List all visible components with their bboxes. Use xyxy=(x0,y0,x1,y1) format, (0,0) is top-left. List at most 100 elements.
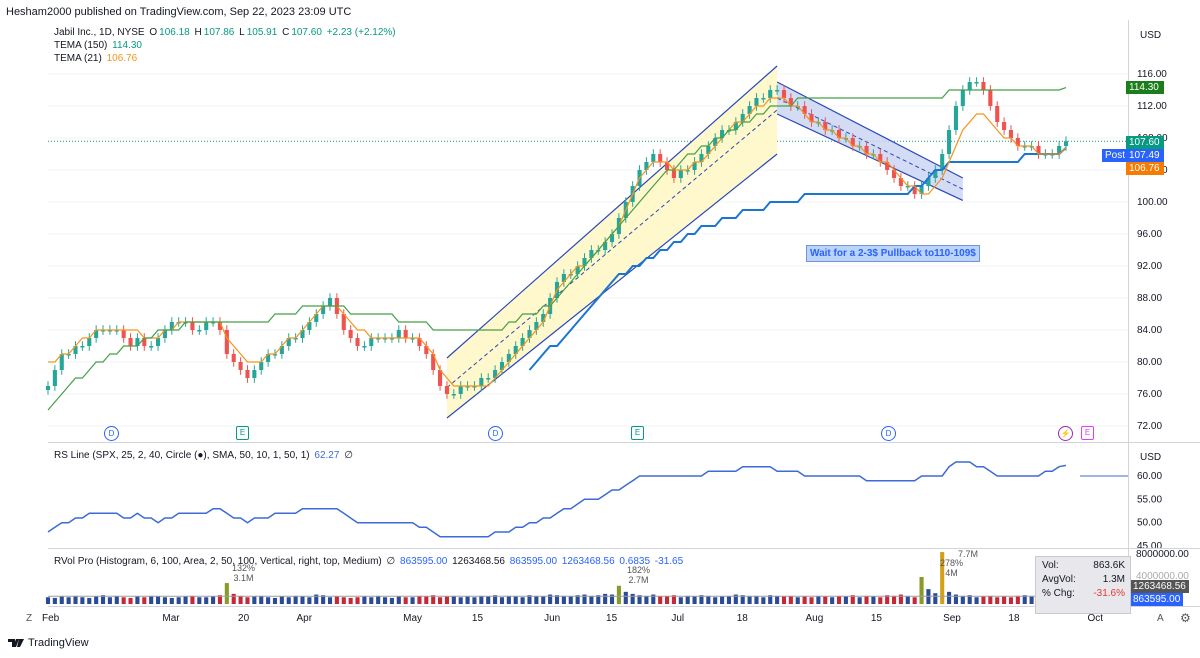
upcoming-earnings-icon[interactable]: E xyxy=(1081,426,1094,440)
candle-body xyxy=(788,98,793,106)
symbol-label: Jabil Inc., 1D, NYSE xyxy=(54,27,145,38)
falling-channel-upper xyxy=(776,81,964,179)
candle-body xyxy=(878,154,883,162)
volume-bar xyxy=(1008,597,1014,604)
candle-body xyxy=(953,106,958,130)
volume-bar xyxy=(149,595,154,604)
volume-bar xyxy=(568,596,573,604)
currency-label[interactable]: USD xyxy=(1140,30,1162,41)
settings-gear-icon[interactable]: ⚙ xyxy=(1180,611,1191,625)
candle-body xyxy=(1008,130,1014,138)
volume-bar xyxy=(740,595,745,604)
volume-bar xyxy=(334,596,339,604)
time-axis-line xyxy=(48,606,1200,607)
candle-body xyxy=(644,162,649,170)
candle-body xyxy=(692,162,697,170)
candle-body xyxy=(114,330,119,332)
volume-bar xyxy=(967,595,972,604)
candle-body xyxy=(933,170,938,178)
rising-channel-upper xyxy=(446,65,778,359)
candle-body xyxy=(720,130,725,138)
candle-body xyxy=(73,346,78,354)
volume-bar xyxy=(293,595,298,604)
avgvol-label: AvgVol: xyxy=(1042,574,1076,585)
volume-bar xyxy=(376,595,381,604)
volume-bar xyxy=(499,597,505,604)
candle-body xyxy=(685,170,690,172)
volume-bar xyxy=(272,597,278,604)
candle-body xyxy=(885,162,890,170)
tema150-legend: TEMA (150) 114.30 xyxy=(54,40,144,51)
vol-stat: 863.6K xyxy=(1093,560,1125,571)
candle-body xyxy=(348,330,353,338)
line-tema-21- xyxy=(48,97,1067,387)
earnings-event-icon[interactable]: E xyxy=(236,426,249,440)
candle-body xyxy=(396,330,401,338)
falling-channel-fill xyxy=(777,82,963,201)
volume-bar xyxy=(479,595,484,604)
candle-body xyxy=(781,90,787,98)
candle-body xyxy=(802,106,807,114)
volume-bar xyxy=(898,594,903,604)
tema21-legend: TEMA (21) 106.76 xyxy=(54,53,139,64)
rs-currency[interactable]: USD xyxy=(1140,452,1162,463)
split-event-icon[interactable]: ⚡ xyxy=(1058,426,1073,441)
volume-bar xyxy=(933,593,938,604)
candle-body xyxy=(190,322,195,330)
y-tick-label: 72.00 xyxy=(1137,421,1162,432)
x-tick-label: Mar xyxy=(162,613,180,624)
candle-body xyxy=(204,322,209,330)
tradingview-logo[interactable]: TradingView xyxy=(8,637,89,649)
candle-body xyxy=(293,338,298,340)
pullback-annotation[interactable]: Wait for a 2-3$ Pullback to110-109$ xyxy=(806,245,980,262)
tema150-value: 114.30 xyxy=(112,40,142,51)
line-green-ma xyxy=(47,87,1067,411)
candle-body xyxy=(561,274,566,282)
volume-bar xyxy=(197,597,202,604)
volume-bar xyxy=(850,595,855,604)
ohlc-open: 106.18 xyxy=(159,27,190,38)
rs-value: 62.27 xyxy=(314,450,340,461)
volume-bar xyxy=(211,596,216,604)
candle-body xyxy=(754,98,759,106)
candle-body xyxy=(465,386,470,388)
volume-bar xyxy=(314,594,319,604)
pane-separator-1[interactable] xyxy=(48,442,1200,443)
candle-body xyxy=(582,258,587,266)
earnings-event-icon[interactable]: E xyxy=(631,426,644,440)
dividend-event-icon[interactable]: D xyxy=(104,426,119,441)
candle-body xyxy=(513,346,518,354)
rs-legend: RS Line (SPX, 25, 2, 40, Circle (●), SMA… xyxy=(54,450,355,461)
candle-body xyxy=(266,354,271,362)
volume-bar xyxy=(486,596,491,604)
candle-body xyxy=(451,394,456,396)
candle-body xyxy=(541,314,546,322)
candle-body xyxy=(1057,146,1062,154)
rising-channel-lower xyxy=(446,153,778,419)
y-tick-label: 80.00 xyxy=(1137,357,1162,368)
candle-body xyxy=(438,370,443,386)
candle-body xyxy=(850,138,855,146)
dividend-event-icon[interactable]: D xyxy=(488,426,503,441)
dividend-event-icon[interactable]: D xyxy=(881,426,896,441)
z-button[interactable]: Z xyxy=(26,613,33,624)
auto-scale-button[interactable]: A xyxy=(1157,613,1164,624)
rs-pane: 45.00 50.00 55.00 60.00 xyxy=(47,461,1162,552)
candle-body xyxy=(506,354,511,362)
volume-bar xyxy=(1015,595,1020,604)
candle-body xyxy=(80,346,85,348)
vol-annotation-3: 278% 4M xyxy=(940,558,964,578)
rs-line xyxy=(47,461,1067,538)
volume-bar xyxy=(162,597,167,604)
volume-bar xyxy=(720,596,725,604)
volume-bar xyxy=(795,597,800,604)
candle-body xyxy=(809,114,814,122)
pane-separator-2[interactable] xyxy=(48,548,1200,549)
candle-body xyxy=(974,82,979,84)
volume-bar xyxy=(706,595,711,604)
volume-bar xyxy=(644,595,649,604)
candle-body xyxy=(499,362,505,370)
volume-bar xyxy=(286,597,291,604)
candle-body xyxy=(59,354,64,370)
